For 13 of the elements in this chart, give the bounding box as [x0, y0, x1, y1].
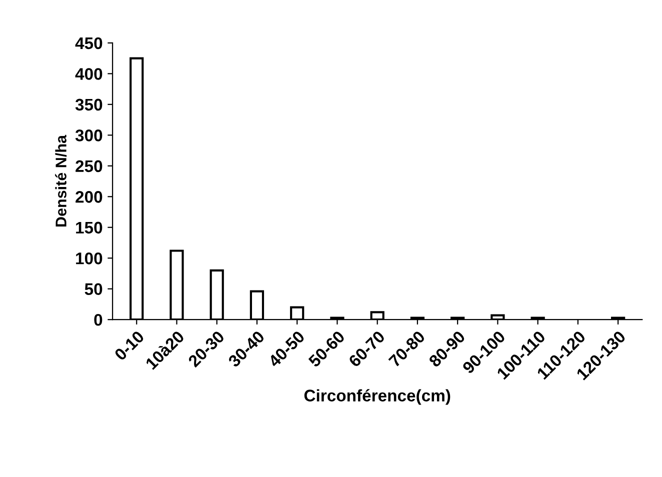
y-tick-label: 250	[76, 160, 102, 172]
y-tick-label: 450	[75, 37, 102, 50]
y-tick-label: 300	[75, 130, 102, 142]
y-tick-label: 400	[75, 68, 102, 80]
y-tick-label: 200	[76, 191, 102, 203]
x-axis-title: Circonférence(cm)	[304, 389, 450, 405]
y-tick-label: 100	[76, 252, 102, 264]
y-tick-label: 50	[84, 283, 102, 296]
y-axis-title: Densité N/ha	[55, 134, 67, 227]
x-tick-label: 0-10	[114, 330, 145, 362]
y-tick-label: 350	[75, 98, 102, 111]
y-tick-label: 0	[94, 314, 102, 326]
y-tick-label: 150	[76, 222, 102, 234]
